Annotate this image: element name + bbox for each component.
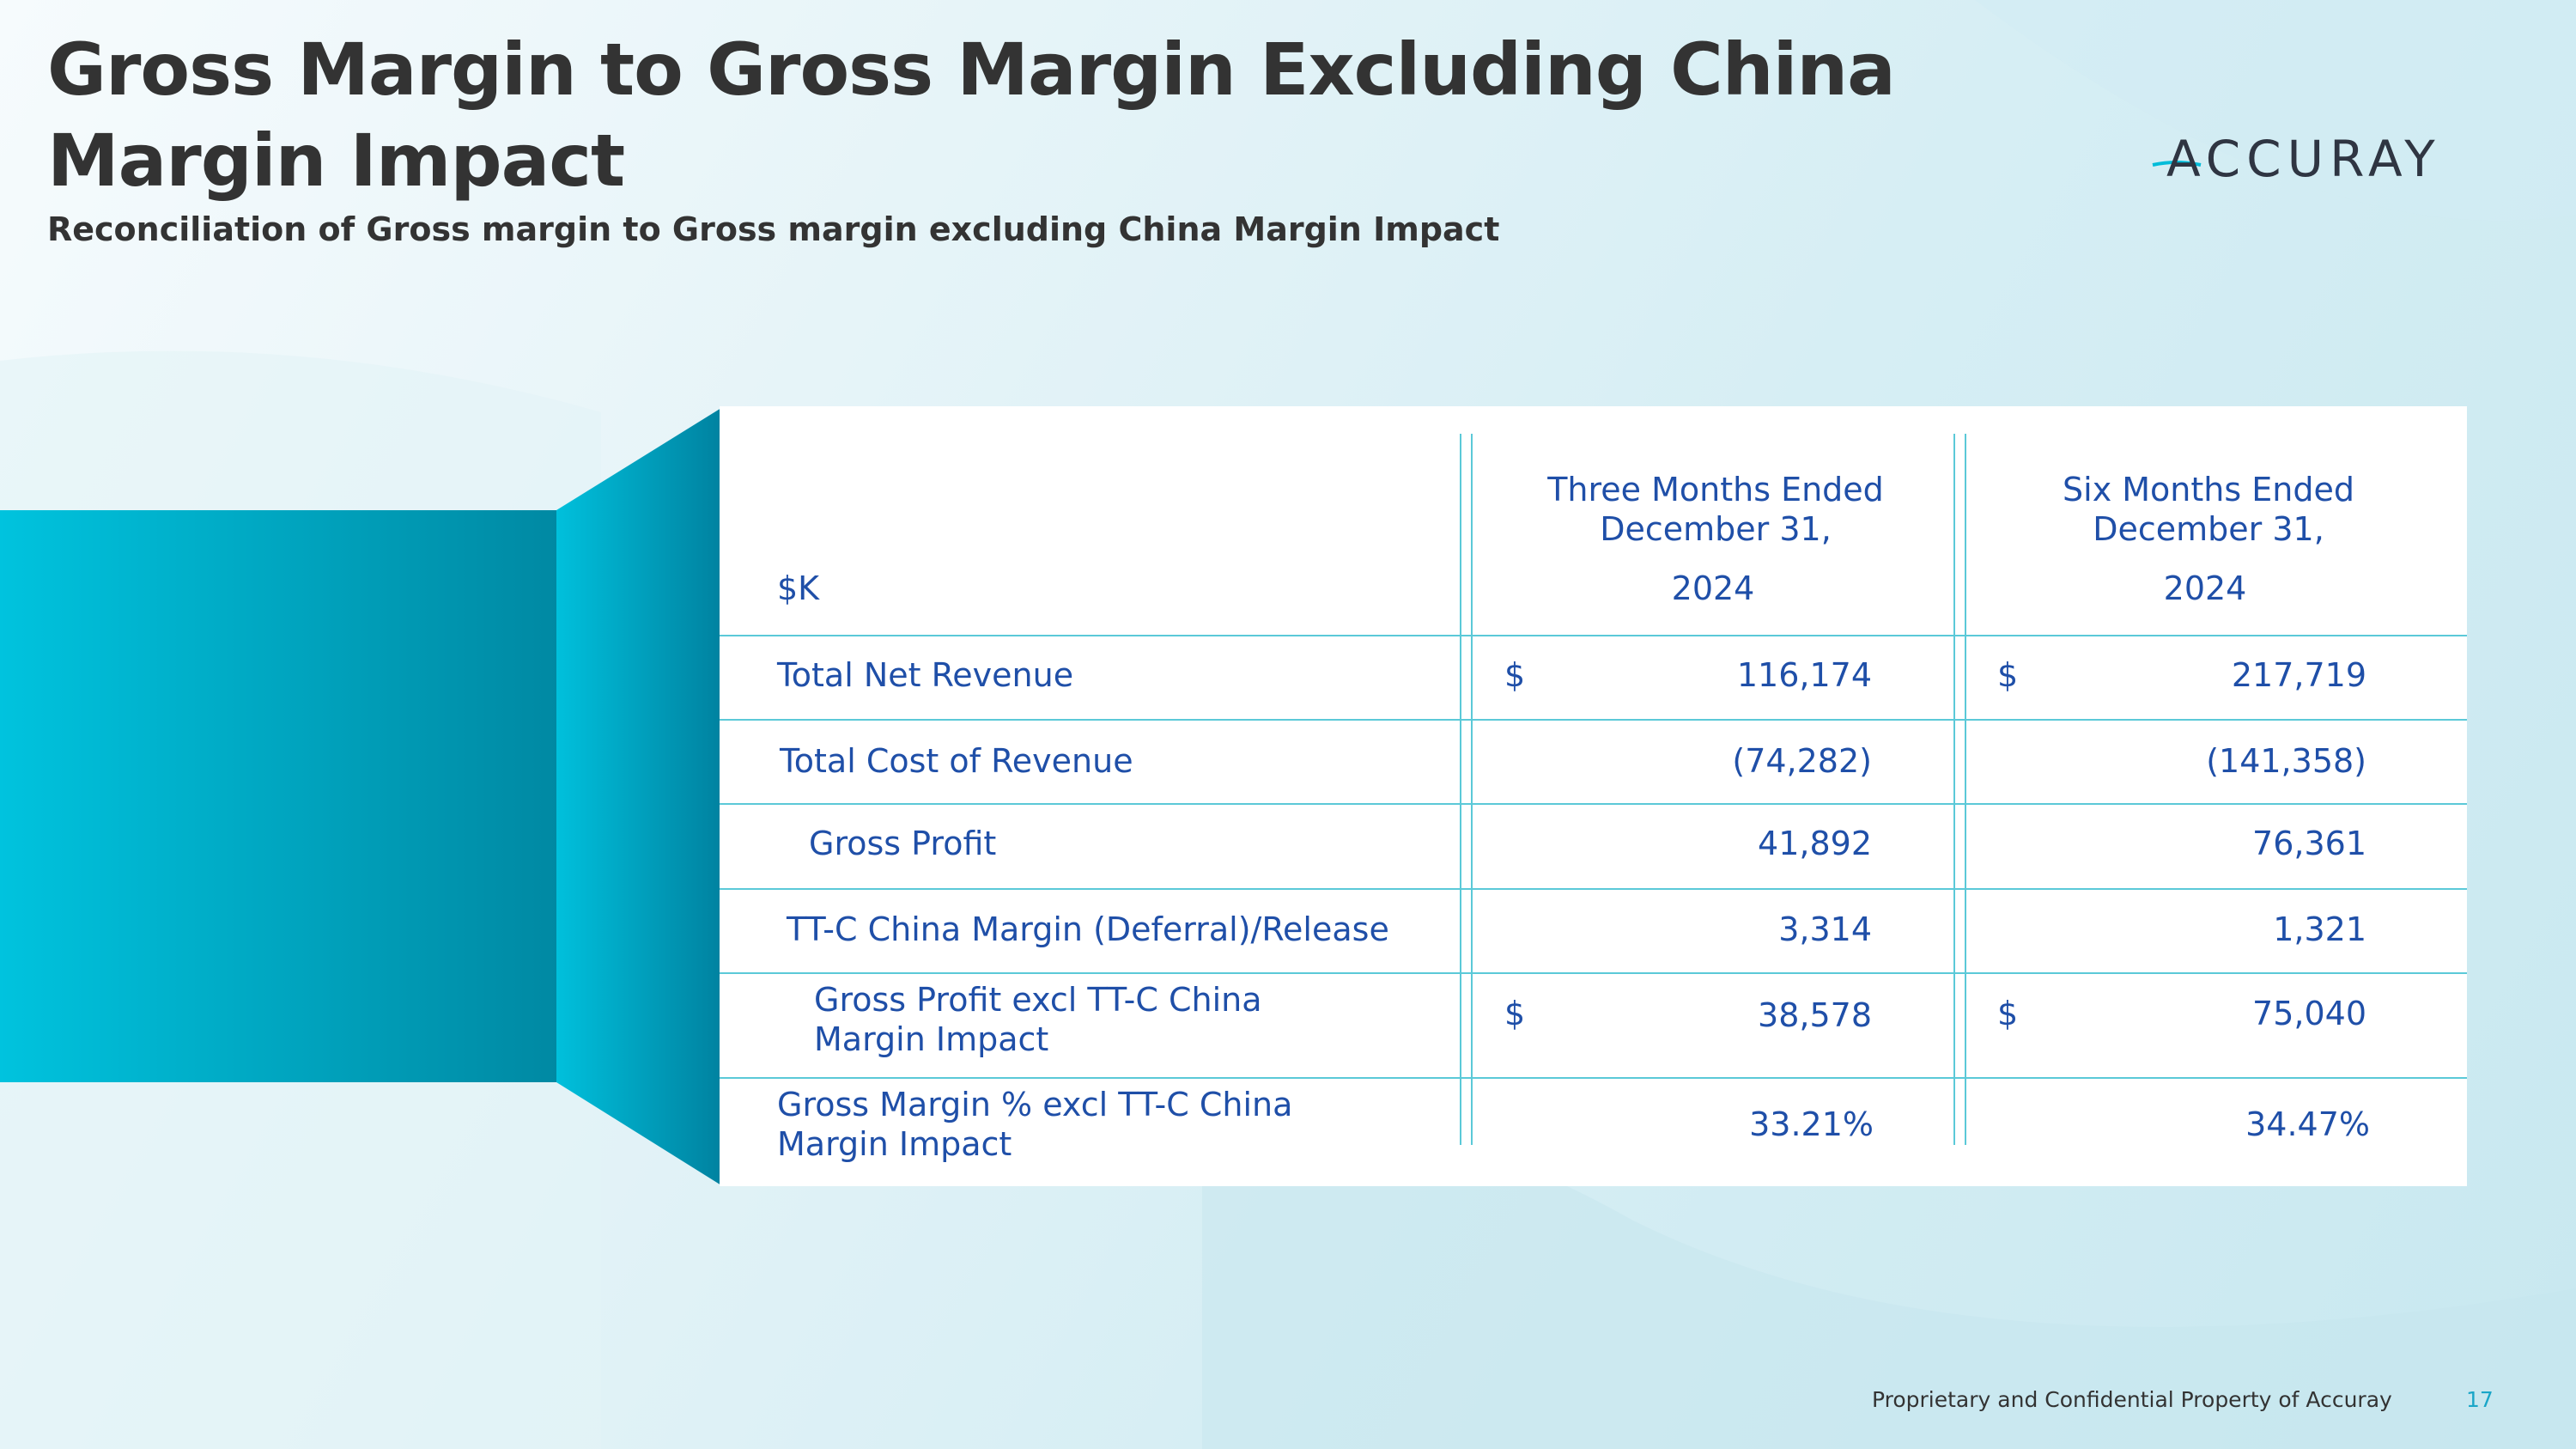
logo-text: ACCURAY (2166, 130, 2441, 188)
column-divider (1965, 434, 1966, 1145)
value-three-months: (74,282) (1732, 742, 1872, 780)
unit-label: $K (777, 569, 820, 607)
value-six-months: (141,358) (2206, 742, 2366, 780)
value-six-months: 76,361 (2252, 825, 2366, 862)
reconciliation-table: $K Three Months Ended December 31, 2024 … (720, 406, 2467, 1186)
column-header-line: December 31, (1600, 510, 1832, 548)
currency-symbol: $ (1504, 656, 1526, 694)
row-label: TT-C China Margin (Deferral)/Release (787, 910, 1389, 948)
value-three-months: 41,892 (1758, 825, 1872, 862)
decorative-3d-block (0, 408, 721, 1185)
row-divider (720, 972, 2467, 974)
row-divider (720, 635, 2467, 636)
accuray-logo: ACCURAY (2151, 120, 2460, 189)
value-three-months: 33.21% (1749, 1105, 1874, 1143)
row-divider (720, 803, 2467, 805)
column-header-year: 2024 (1671, 569, 1755, 607)
column-header-six-months: Six Months Ended December 31, (1985, 470, 2432, 549)
value-six-months: 75,040 (2252, 995, 2366, 1032)
column-header-three-months: Three Months Ended December 31, (1492, 470, 1939, 549)
column-header-year: 2024 (2163, 569, 2247, 607)
page-number: 17 (2466, 1387, 2494, 1412)
column-header-line: December 31, (2093, 510, 2324, 548)
page-subtitle: Reconciliation of Gross margin to Gross … (47, 210, 1500, 248)
row-label-line: Margin Impact (814, 1020, 1049, 1058)
logo-swoosh-icon (2152, 161, 2202, 167)
value-three-months: 116,174 (1736, 656, 1872, 694)
column-divider (1471, 434, 1473, 1145)
column-divider (1953, 434, 1955, 1145)
column-header-line: Three Months Ended (1547, 471, 1884, 508)
value-six-months: 34.47% (2245, 1105, 2370, 1143)
footer-confidentiality: Proprietary and Confidential Property of… (1872, 1387, 2392, 1412)
value-six-months: 1,321 (2273, 910, 2366, 948)
value-three-months: 38,578 (1758, 996, 1872, 1034)
row-label-line: Gross Margin % excl TT-C China (777, 1086, 1293, 1123)
row-label-line: Margin Impact (777, 1125, 1012, 1163)
row-label-line: Gross Profit excl TT-C China (814, 981, 1262, 1019)
row-divider (720, 1077, 2467, 1079)
row-label: Gross Profit excl TT-C China Margin Impa… (814, 980, 1262, 1059)
row-label: Total Cost of Revenue (780, 742, 1133, 780)
row-divider (720, 888, 2467, 890)
page-title: Gross Margin to Gross Margin Excluding C… (47, 27, 1896, 203)
currency-symbol: $ (1997, 995, 2019, 1032)
row-label: Gross Margin % excl TT-C China Margin Im… (777, 1085, 1292, 1164)
value-three-months: 3,314 (1778, 910, 1872, 948)
row-label: Total Net Revenue (777, 656, 1074, 694)
row-label: Gross Profit (809, 825, 997, 862)
value-six-months: 217,719 (2231, 656, 2366, 694)
row-divider (720, 719, 2467, 721)
column-header-line: Six Months Ended (2063, 471, 2354, 508)
currency-symbol: $ (1504, 995, 1526, 1032)
currency-symbol: $ (1997, 656, 2019, 694)
column-divider (1460, 434, 1461, 1145)
